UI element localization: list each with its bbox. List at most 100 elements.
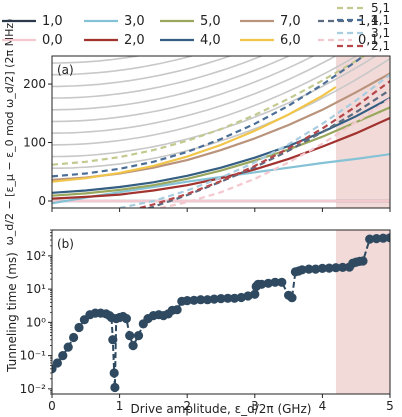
data-point — [110, 382, 120, 393]
y-tick-label-b: 10⁻² — [20, 382, 47, 396]
series-line-2-1 — [139, 80, 390, 208]
y-axis-label-a: ω_d/2 − [ε_μ − ε_0 mod ω_d/2] (2π MHz) — [3, 19, 16, 246]
y-tick-label-a: 100 — [23, 136, 46, 150]
x-ticks-b: 0 1 2 3 4 5 — [48, 394, 394, 413]
data-point — [277, 277, 287, 287]
series-line-3-1 — [119, 73, 390, 208]
legend-label: 1,1 — [358, 14, 379, 29]
legend-label: 4,1 — [371, 13, 390, 27]
data-point — [58, 351, 68, 361]
y-tick-label-b: 10⁰ — [26, 315, 46, 329]
data-point — [223, 293, 233, 303]
data-point — [385, 233, 390, 243]
data-point — [371, 234, 382, 244]
series-line-4-1 — [52, 56, 365, 178]
background-line — [52, 56, 291, 111]
series-line-0-1 — [159, 97, 390, 208]
series-line-3-0 — [52, 153, 390, 205]
legend-label: 5,0 — [200, 14, 221, 29]
series-line-1-1 — [145, 88, 390, 208]
data-point — [202, 295, 213, 305]
y-tick-label-b: 10² — [26, 249, 46, 263]
x-tick-label-b: 3 — [251, 399, 259, 413]
legend-label: 0,1 — [358, 33, 379, 48]
legend-label: 6,0 — [280, 33, 301, 48]
y-tick-label-a: 200 — [23, 77, 46, 91]
legend-label: 2,1 — [371, 39, 390, 53]
background-line — [52, 56, 233, 88]
background-line — [52, 56, 143, 64]
x-tick-label-b: 0 — [48, 399, 56, 413]
data-point — [108, 335, 118, 345]
data-point — [338, 262, 348, 272]
data-point — [52, 358, 63, 368]
data-point — [121, 314, 131, 324]
background-line — [52, 56, 358, 146]
panel-label-a: (a) — [57, 63, 74, 77]
y-ticks-b: 10⁻² 10⁻¹ 10⁰ 10¹ 10² — [20, 229, 52, 396]
x-tick-label-b: 5 — [386, 399, 394, 413]
data-point — [304, 264, 314, 274]
data-point — [358, 256, 368, 266]
y-tick-label-b: 10¹ — [26, 282, 46, 296]
background-line — [52, 57, 390, 169]
background-line — [52, 56, 195, 76]
data-point — [378, 233, 388, 243]
legend-label: 0,0 — [42, 33, 63, 48]
data-point — [250, 289, 260, 299]
y-tick-label-b: 10⁻¹ — [20, 349, 47, 363]
series-line-6-0 — [52, 86, 337, 183]
x-tick-label-b: 2 — [183, 399, 191, 413]
y-ticks-a: 0 100 200 — [23, 77, 52, 208]
legend-label: 7,0 — [280, 14, 301, 29]
data-point — [133, 331, 144, 341]
legend-label: 2,0 — [124, 33, 145, 48]
series-line-5-1 — [52, 56, 367, 166]
data-point — [311, 264, 321, 274]
data-point — [69, 332, 79, 343]
data-point — [109, 368, 119, 378]
data-point — [172, 305, 182, 315]
x-ticks-a — [51, 208, 391, 212]
legend: 1,0 0,0 3,0 2,0 5,0 4,0 7,0 6,0 1,1 0,1 5,14,13,12… — [2, 1, 390, 53]
y-tick-label-a: 0 — [38, 194, 46, 208]
data-point — [263, 278, 273, 288]
data-point — [125, 331, 135, 341]
x-tick-label-b: 1 — [116, 399, 124, 413]
data-point — [182, 296, 192, 306]
data-point — [270, 277, 280, 287]
data-point — [287, 293, 297, 303]
data-point — [297, 265, 307, 275]
legend-label: 1,0 — [42, 14, 63, 29]
background-line — [52, 56, 316, 123]
series-line-5-0 — [52, 106, 390, 197]
data-point — [196, 295, 206, 305]
x-axis-label-b: Drive amplitude, ε_d/2π (GHz) — [131, 402, 312, 416]
background-line — [52, 56, 338, 134]
series-lines-a — [52, 56, 390, 208]
x-tick-label-b: 4 — [319, 399, 327, 413]
data-point — [128, 341, 138, 351]
data-point — [209, 294, 219, 304]
data-point — [365, 234, 375, 244]
data-point — [324, 263, 334, 273]
panel-a: 0 100 200 (a) ω_d/2 − [ε_μ − ε_0 mod ω_d/2… — [3, 19, 391, 246]
background-line — [52, 56, 264, 99]
data-point — [331, 263, 341, 273]
data-point — [189, 295, 199, 305]
shaded-region-b — [335, 230, 390, 394]
data-point — [317, 263, 327, 273]
legend-label: 3,1 — [371, 26, 390, 40]
legend-label: 5,1 — [371, 1, 390, 15]
data-point — [74, 322, 84, 333]
axes-frame-a — [51, 55, 391, 209]
panel-label-b: (b) — [57, 237, 74, 251]
y-axis-label-b: Tunneling time (ms) — [5, 252, 19, 373]
legend-label: 3,0 — [124, 14, 145, 29]
series-line-4-0 — [52, 97, 390, 194]
legend-label: 4,0 — [200, 33, 221, 48]
data-point — [63, 342, 73, 352]
data-point — [216, 294, 226, 304]
tunneling-series — [52, 233, 390, 393]
